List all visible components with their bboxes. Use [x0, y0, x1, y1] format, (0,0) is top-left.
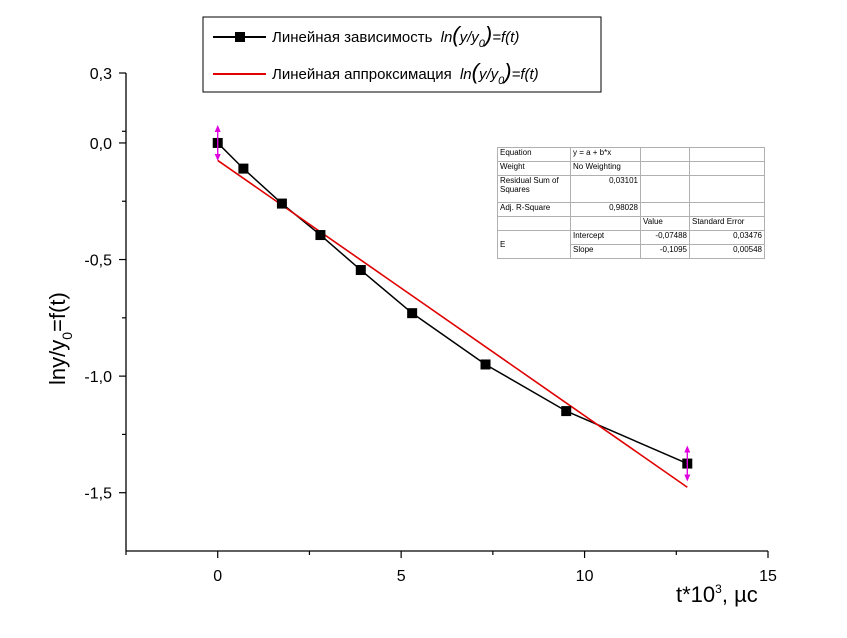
intercept-label: Intercept [570, 230, 641, 245]
rss-value: 0,03101 [570, 175, 641, 203]
adjr-value: 0,98028 [570, 202, 641, 217]
x-tick-label: 5 [397, 568, 406, 585]
data-point-marker [276, 198, 287, 209]
error-marker-arrow-down [214, 153, 221, 161]
data-point-marker [480, 359, 491, 370]
stderr-header: Standard Error [689, 216, 765, 231]
fit-statistics-table: Equation y = a + b*x Weight No Weighting… [497, 147, 765, 259]
y-tick-label: 0,0 [90, 136, 112, 153]
value-header: Value [640, 216, 690, 231]
weight-value: No Weighting [570, 161, 641, 176]
data-point-marker [238, 163, 249, 174]
y-tick-label: -0,5 [84, 253, 112, 270]
legend: Линейная зависимость ln(y/y0)=f(t) Линей… [202, 16, 602, 93]
y-tick-label: -1,5 [84, 486, 112, 503]
weight-label: Weight [497, 161, 571, 176]
axes [125, 73, 768, 552]
x-tick-label: 10 [576, 568, 594, 585]
data-point-marker [315, 230, 326, 241]
legend-box [202, 16, 602, 93]
error-marker-arrow-down [684, 474, 691, 482]
rss-label: Residual Sum of Squares [497, 175, 571, 203]
legend-marker-square [235, 32, 245, 42]
data-point-marker [407, 308, 418, 319]
y-axis-title: lny/y0=f(t) [45, 292, 75, 385]
intercept-error: 0,03476 [689, 230, 765, 245]
legend-item-2: Линейная аппроксимация ln(y/y0)=f(t) [272, 59, 539, 87]
slope-error: 0,00548 [689, 244, 765, 259]
error-marker-arrow-up [684, 445, 691, 453]
error-marker-arrow-up [214, 124, 221, 132]
legend-item-1: Линейная зависимость ln(y/y0)=f(t) [272, 22, 519, 50]
intercept-value: -0,07488 [640, 230, 690, 245]
y-tick-label: -1,0 [84, 369, 112, 386]
x-tick-label: 15 [759, 568, 777, 585]
equation-label: Equation [497, 147, 571, 162]
slope-value: -0,1095 [640, 244, 690, 259]
equation-value: y = a + b*x [570, 147, 641, 162]
x-axis-title: t*103, µс [676, 582, 758, 607]
adjr-label: Adj. R-Square [497, 202, 571, 217]
slope-label: Slope [570, 244, 641, 259]
row-label: E [497, 230, 571, 259]
y-tick-label: 0,3 [90, 66, 112, 83]
series-line-fit [217, 159, 688, 488]
x-tick-label: 0 [213, 568, 222, 585]
data-point-marker [355, 265, 366, 276]
data-point-marker [561, 406, 572, 417]
